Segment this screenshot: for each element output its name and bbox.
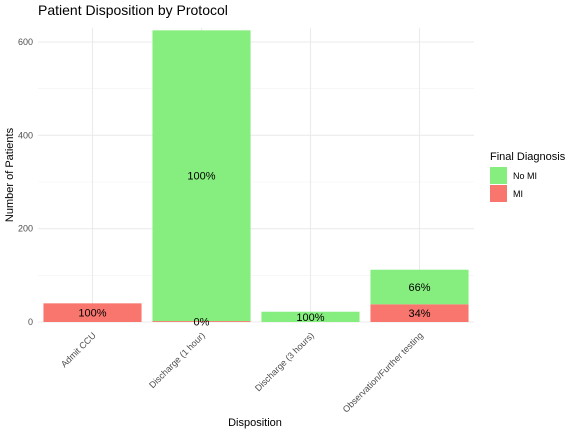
bars [43,30,469,322]
bar-no-mi [261,311,360,322]
y-tick-label: 400 [18,130,33,140]
bar-labels: 100% 0% 100% 100% 34% 66% [78,171,430,329]
bar-label: 100% [78,308,106,320]
bar-label: 100% [187,171,215,183]
bar-no-mi [152,30,251,322]
legend: Final Diagnosis No MI MI [490,151,566,202]
bar-label: 34% [408,308,430,320]
x-tick-label: Discharge (1 hour) [147,330,207,390]
chart-title: Patient Disposition by Protocol [38,2,228,18]
bar-label: 100% [296,312,324,324]
legend-label: No MI [513,171,537,181]
bar-label: 0% [194,317,210,329]
x-tick-label: Admit CCU [59,330,98,369]
y-tick-label: 0 [28,317,33,327]
legend-swatch [490,185,507,202]
y-tick-label: 200 [18,224,33,234]
bar-mi [152,321,251,322]
x-axis-ticks: Admit CCU Discharge (1 hour) Discharge (3 … [59,330,425,414]
y-axis-ticks: 0 200 400 600 [18,37,33,327]
grid-minor [38,88,474,276]
legend-label: MI [513,189,523,199]
x-tick-label: Discharge (3 hours) [253,330,316,393]
legend-swatch [490,167,507,184]
bar-label: 66% [408,282,430,294]
legend-title: Final Diagnosis [490,151,566,163]
x-axis-title: Disposition [228,417,282,429]
bar-no-mi [370,269,469,305]
y-tick-label: 600 [18,37,33,47]
bar-mi [370,304,469,322]
bar-mi [43,303,142,322]
y-axis-title: Number of Patients [4,127,16,222]
x-tick-label: Observation/Further testing [341,330,425,414]
